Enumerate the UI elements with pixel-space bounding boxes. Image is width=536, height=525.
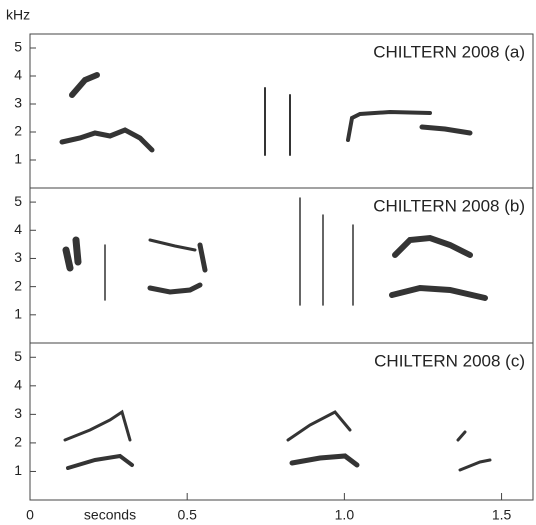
spectrogram-trace: [148, 238, 197, 252]
spectrogram-trace: [66, 453, 134, 470]
y-tick-label: 1: [14, 151, 22, 167]
y-tick-label: 5: [14, 193, 22, 209]
y-tick-label: 3: [14, 249, 22, 265]
panel-title: CHILTERN 2008 (c): [374, 351, 525, 370]
y-tick-label: 4: [14, 221, 22, 237]
spectrogram-trace: [346, 109, 432, 142]
spectrogram-trace: [299, 197, 354, 306]
spectrogram-trace: [286, 410, 352, 442]
spectrogram-trace: [147, 242, 208, 295]
y-tick-label: 5: [14, 39, 22, 55]
x-tick-label: 1.5: [492, 507, 512, 523]
y-tick-label: 4: [14, 377, 22, 393]
spectrogram-trace: [389, 234, 488, 301]
spectrogram-trace: [456, 430, 492, 472]
y-tick-label: 5: [14, 348, 22, 364]
x-tick-label: 0.5: [177, 507, 197, 523]
y-tick-label: 2: [14, 434, 22, 450]
spectrogram-traces: [59, 72, 492, 472]
spectrogram-trace: [59, 127, 155, 153]
spectrogram-trace: [62, 236, 82, 272]
y-axis-label: kHz: [6, 7, 30, 23]
spectrogram-trace: [419, 124, 473, 136]
y-tick-label: 2: [14, 277, 22, 293]
y-tick-label: 3: [14, 405, 22, 421]
spectrogram-trace: [69, 72, 100, 98]
panel-title: CHILTERN 2008 (a): [373, 42, 525, 61]
panel-title: CHILTERN 2008 (b): [373, 196, 525, 215]
y-tick-label: 4: [14, 67, 22, 83]
panel-frame: [29, 342, 534, 501]
spectrogram-trace: [264, 87, 291, 156]
y-tick-label: 3: [14, 95, 22, 111]
x-tick-label: 0: [26, 507, 34, 523]
y-tick-label: 1: [14, 462, 22, 478]
spectrogram-trace: [289, 453, 360, 468]
spectrogram-trace: [63, 409, 132, 442]
x-axis-label: seconds: [84, 507, 136, 523]
y-tick-label: 1: [14, 306, 22, 322]
x-tick-label: 1.0: [335, 507, 355, 523]
y-tick-label: 2: [14, 123, 22, 139]
